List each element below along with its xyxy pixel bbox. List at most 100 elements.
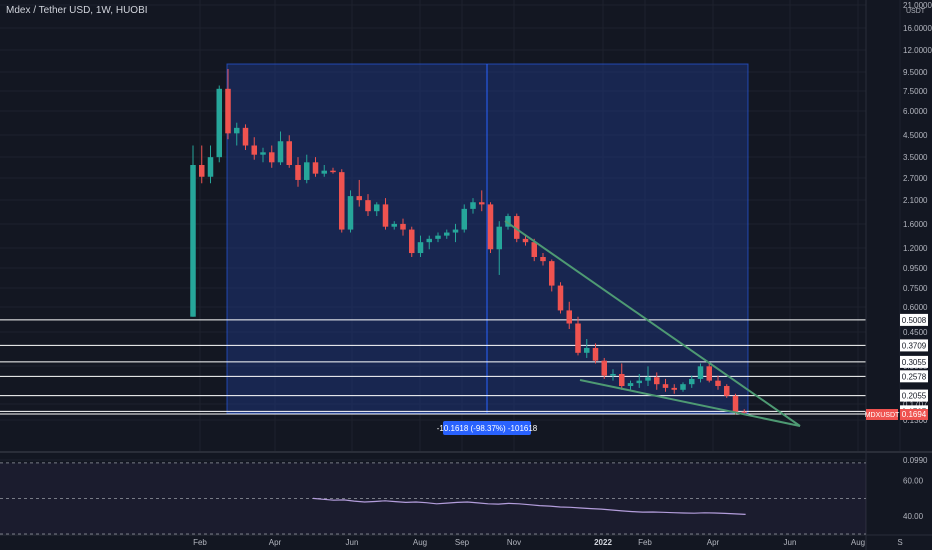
candle-body bbox=[207, 157, 214, 177]
price-axis[interactable]: 21.0000 16.0000 12.0000 9.5000 7.5000 6.0000 4… bbox=[865, 0, 932, 550]
candle-body bbox=[400, 223, 406, 230]
trendline-lower[interactable] bbox=[579, 379, 801, 427]
y-tick-label: 2.7000 bbox=[903, 174, 928, 183]
candle-body bbox=[487, 204, 494, 250]
candle-body bbox=[724, 386, 730, 396]
candle-body bbox=[374, 204, 380, 212]
candle-body bbox=[732, 395, 739, 412]
candle-body bbox=[330, 170, 336, 173]
y-tick-label: 4.5000 bbox=[903, 131, 928, 140]
candle-body bbox=[365, 200, 371, 212]
y-tick-label: 6.0000 bbox=[903, 107, 928, 116]
candle-body bbox=[269, 152, 275, 163]
candle-body bbox=[216, 88, 222, 158]
y-tick-label: 12.0000 bbox=[903, 46, 932, 55]
candle-body bbox=[697, 366, 704, 379]
trendline-upper[interactable] bbox=[504, 220, 801, 427]
level-price-text: 0.2578 bbox=[902, 372, 927, 381]
x-tick-label: S bbox=[897, 538, 902, 547]
trendlines[interactable] bbox=[504, 220, 801, 427]
candle-body bbox=[339, 172, 345, 230]
candles bbox=[190, 68, 747, 415]
osc-tick-label: 40.00 bbox=[903, 512, 924, 521]
horizontal-levels bbox=[0, 319, 866, 415]
candle-body bbox=[295, 165, 301, 180]
measure-label: -10.1618 (-98.37%) -101618 bbox=[437, 421, 538, 435]
x-tick-label: Feb bbox=[638, 538, 652, 547]
candle-body bbox=[566, 310, 572, 324]
candle-body bbox=[391, 223, 397, 227]
x-tick-label: Aug bbox=[851, 538, 865, 547]
candle-body bbox=[426, 238, 432, 243]
candle-body bbox=[531, 242, 537, 257]
y-tick-label: 7.5000 bbox=[903, 87, 928, 96]
candle-body bbox=[584, 347, 590, 353]
y-tick-label: 1.2000 bbox=[903, 244, 928, 253]
candle-body bbox=[444, 232, 450, 236]
candle-body bbox=[636, 380, 642, 384]
candle-body bbox=[706, 366, 712, 381]
candle-body bbox=[461, 208, 467, 230]
candle-body bbox=[312, 162, 319, 174]
level-price-tag bbox=[900, 389, 928, 402]
x-tick-label: Jun bbox=[346, 538, 359, 547]
candle-body bbox=[741, 411, 747, 413]
level-price-text: 0.2055 bbox=[902, 392, 927, 401]
symbol-tag bbox=[866, 409, 898, 420]
candle-body bbox=[479, 202, 485, 205]
y-tick-label: 0.1707 bbox=[903, 400, 928, 409]
candle-body bbox=[347, 196, 354, 230]
candle-body bbox=[662, 384, 669, 388]
candle-body bbox=[619, 373, 625, 387]
time-axis[interactable]: Feb Apr Jun Aug Sep Nov 2022 Feb Apr Jun Aug S bbox=[0, 534, 932, 547]
candle-body bbox=[199, 165, 205, 177]
x-tick-label: 2022 bbox=[594, 538, 612, 547]
level-price-text: 0.3055 bbox=[902, 358, 927, 367]
candle-body bbox=[627, 383, 634, 387]
y-tick-label: 0.1300 bbox=[903, 416, 928, 425]
y-tick-label: 21.0000 bbox=[903, 1, 932, 10]
candle-body bbox=[549, 261, 555, 286]
candle-body bbox=[417, 242, 424, 254]
candle-body bbox=[496, 226, 502, 250]
candle-body bbox=[514, 216, 520, 239]
candle-body bbox=[251, 145, 257, 155]
y-tick-label: 16.0000 bbox=[903, 24, 932, 33]
candle-body bbox=[277, 141, 284, 163]
candle-body bbox=[435, 235, 441, 239]
candle-body bbox=[671, 387, 677, 390]
candle-body bbox=[540, 256, 546, 262]
measure-range-box bbox=[226, 63, 749, 414]
last-price-text: 0.1694 bbox=[902, 410, 927, 419]
x-tick-label: Apr bbox=[707, 538, 720, 547]
measure-label-box bbox=[443, 421, 531, 435]
level-price-tag bbox=[900, 370, 928, 383]
y-tick-label: 0.4500 bbox=[903, 328, 928, 337]
level-price-tag bbox=[900, 339, 928, 352]
candle-body bbox=[452, 229, 459, 233]
candle-body bbox=[610, 373, 616, 376]
candle-body bbox=[470, 202, 476, 209]
y-tick-label: 0.7500 bbox=[903, 284, 928, 293]
candle-body bbox=[601, 360, 607, 376]
x-tick-label: Feb bbox=[193, 538, 207, 547]
level-price-text: 0.3709 bbox=[902, 341, 927, 350]
osc-tick-label: 60.00 bbox=[903, 477, 924, 486]
candle-body bbox=[304, 162, 310, 180]
candle-body bbox=[321, 170, 327, 174]
candle-body bbox=[680, 384, 686, 390]
measure-label-text: -10.1618 (-98.37%) -101618 bbox=[437, 424, 538, 433]
x-tick-label: Sep bbox=[455, 538, 470, 547]
y-tick-label: 2.1000 bbox=[903, 196, 928, 205]
y-tick-label: 9.5000 bbox=[903, 68, 928, 77]
oscillator-pane: 60.00 40.00 bbox=[0, 451, 932, 535]
level-price-tag bbox=[900, 355, 928, 368]
symbol-tag-text: MDXUSDT bbox=[865, 412, 900, 419]
candle-body bbox=[225, 88, 231, 134]
candle-body bbox=[260, 152, 266, 155]
x-tick-label: Jun bbox=[784, 538, 797, 547]
candle-body bbox=[715, 380, 721, 387]
candle-body bbox=[190, 165, 196, 317]
